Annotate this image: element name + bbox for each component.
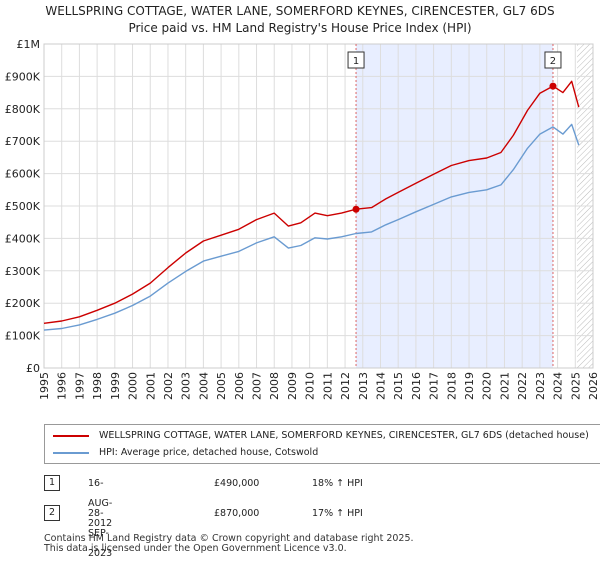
- sale-badge-label: 2: [550, 56, 556, 67]
- sale-hpi-change: 17% ↑ HPI: [312, 508, 363, 519]
- x-tick-label: 1996: [56, 372, 69, 400]
- x-tick-label: 2000: [127, 372, 140, 400]
- series-line-hpi: [43, 123, 580, 331]
- x-tick-label: 2008: [268, 372, 281, 400]
- x-tick-label: 2002: [162, 372, 175, 400]
- sale-point: [549, 82, 557, 90]
- legend-label-property: WELLSPRING COTTAGE, WATER LANE, SOMERFOR…: [99, 430, 589, 441]
- y-tick-label: £700K: [5, 135, 41, 148]
- x-tick-label: 2015: [392, 372, 405, 400]
- x-tick-label: 2004: [197, 372, 210, 400]
- chart-legend: WELLSPRING COTTAGE, WATER LANE, SOMERFOR…: [44, 424, 600, 464]
- y-tick-label: £800K: [5, 103, 41, 116]
- sale-number-badge: 1: [44, 475, 60, 491]
- x-tick-label: 2005: [215, 372, 228, 400]
- footer-licence: This data is licensed under the Open Gov…: [44, 543, 347, 554]
- x-tick-label: 2003: [180, 372, 193, 400]
- sale-annotation-badge: 2: [544, 51, 562, 69]
- y-tick-label: £600K: [5, 168, 41, 181]
- x-tick-label: 2014: [374, 372, 387, 400]
- sale-hpi-change: 18% ↑ HPI: [312, 478, 363, 489]
- legend-swatch-hpi: [53, 451, 89, 454]
- x-tick-label: 2012: [339, 372, 352, 400]
- sale-annotation-badge: 1: [347, 51, 365, 69]
- footer-copyright: Contains HM Land Registry data © Crown c…: [44, 533, 414, 544]
- legend-swatch-property: [53, 434, 89, 437]
- sale-badge-label: 1: [353, 56, 359, 67]
- x-tick-label: 2018: [445, 372, 458, 400]
- legend-item-property: WELLSPRING COTTAGE, WATER LANE, SOMERFOR…: [53, 428, 589, 444]
- y-tick-label: £500K: [5, 200, 41, 213]
- x-tick-label: 2013: [357, 372, 370, 400]
- x-tick-label: 2021: [498, 372, 511, 400]
- x-tick-label: 2025: [569, 372, 582, 400]
- y-tick-label: £300K: [5, 265, 41, 278]
- x-tick-label: 2011: [321, 372, 334, 400]
- x-tick-label: 2022: [516, 372, 529, 400]
- x-tick-label: 1995: [38, 372, 51, 400]
- sale-price: £490,000: [214, 478, 260, 489]
- x-tick-label: 1999: [109, 372, 122, 400]
- x-tick-label: 1998: [91, 372, 104, 400]
- x-tick-label: 2016: [410, 372, 423, 400]
- legend-label-hpi: HPI: Average price, detached house, Cots…: [99, 447, 319, 458]
- y-tick-label: £100K: [5, 330, 41, 343]
- y-tick-label: £200K: [5, 297, 41, 310]
- sale-point: [352, 205, 360, 213]
- y-tick-label: £1M: [17, 38, 41, 51]
- legend-item-hpi: HPI: Average price, detached house, Cots…: [53, 445, 318, 461]
- x-tick-label: 2010: [304, 372, 317, 400]
- x-tick-label: 2017: [428, 372, 441, 400]
- x-tick-label: 2001: [144, 372, 157, 400]
- sale-number-badge: 2: [44, 505, 60, 521]
- chart-subtitle: Price paid vs. HM Land Registry's House …: [128, 21, 472, 35]
- x-tick-label: 2006: [233, 372, 246, 400]
- x-tick-label: 2026: [587, 372, 600, 400]
- sale-date: 16-AUG-2012: [88, 478, 113, 529]
- plot-frame: [43, 43, 594, 369]
- x-tick-label: 1997: [73, 372, 86, 400]
- y-tick-label: £900K: [5, 70, 41, 83]
- y-tick-label: £400K: [5, 232, 41, 245]
- sale-price: £870,000: [214, 508, 260, 519]
- chart-title-address: WELLSPRING COTTAGE, WATER LANE, SOMERFOR…: [45, 4, 555, 18]
- x-tick-label: 2020: [481, 372, 494, 400]
- sale-date: 28-SEP-2023: [88, 508, 113, 559]
- price-chart: £0 £100K £200K £300K £400K £500K £600K £700K £80…: [5, 38, 600, 400]
- sale-badge-box: [347, 51, 365, 69]
- y-tick-label: £0: [26, 362, 40, 375]
- x-tick-label: 2009: [286, 372, 299, 400]
- x-tick-label: 2019: [463, 372, 476, 400]
- x-tick-label: 2023: [534, 372, 547, 400]
- x-tick-label: 2024: [552, 372, 565, 400]
- sale-badge-box: [544, 51, 562, 69]
- series-line-property: [43, 80, 580, 324]
- x-tick-label: 2007: [251, 372, 264, 400]
